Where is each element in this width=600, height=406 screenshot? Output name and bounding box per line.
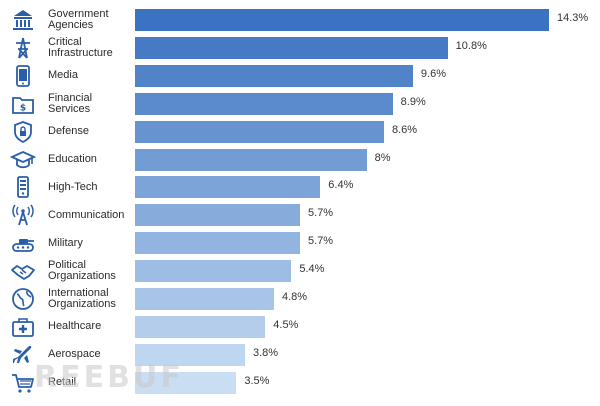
shopping-cart-icon: [10, 370, 36, 396]
chart-row: Critical Infrastructure 10.8%: [0, 34, 600, 62]
chart-row: International Organizations 4.8%: [0, 285, 600, 313]
bar: [135, 260, 292, 283]
money-folder-icon: $: [10, 91, 36, 117]
globe-icon: [10, 286, 36, 312]
bar: [135, 371, 237, 394]
category-label: Financial Services: [48, 91, 93, 115]
value-label: 4.5%: [273, 318, 299, 331]
bar: [135, 92, 393, 115]
value-label: 8.9%: [400, 95, 426, 108]
category-label: Government Agencies: [48, 8, 109, 31]
bar: [135, 9, 549, 31]
chart-row: $ Financial Services 8.9%: [0, 90, 600, 118]
graduation-cap-icon: [9, 147, 37, 173]
chart-row: Education 8%: [0, 146, 600, 174]
antenna-icon: [10, 202, 36, 228]
airplane-icon: [10, 342, 36, 368]
power-tower-icon: [10, 35, 36, 61]
value-label: 9.6%: [420, 67, 446, 80]
phone-media-icon: [10, 63, 36, 89]
government-building-icon: [10, 7, 36, 33]
category-label: Communication: [48, 208, 125, 221]
chart-row: Communication 5.7%: [0, 201, 600, 229]
medical-kit-icon: [10, 314, 36, 340]
value-label: 6.4%: [328, 179, 354, 192]
category-label: Military: [48, 236, 83, 249]
bar: [135, 120, 384, 143]
category-label: Aerospace: [48, 348, 101, 361]
category-label: High-Tech: [48, 180, 98, 193]
server-icon: [10, 174, 36, 200]
bar: [135, 315, 266, 338]
category-label: Education: [48, 153, 97, 165]
bar: [135, 232, 301, 255]
chart-row: Defense 8.6%: [0, 118, 600, 146]
bar: [135, 288, 274, 310]
value-label: 5.7%: [308, 235, 334, 248]
chart-row: High-Tech 6.4%: [0, 173, 600, 201]
bar: [135, 36, 448, 59]
category-label: International Organizations: [48, 287, 116, 310]
watermark-text: REEBUF: [34, 360, 184, 395]
svg-text:$: $: [20, 103, 26, 113]
value-label: 5.7%: [308, 207, 334, 220]
bar: [135, 148, 367, 171]
chart-row: Retail 3.5%: [0, 369, 600, 397]
handshake-icon: [10, 258, 36, 284]
category-label: Media: [48, 69, 78, 82]
category-label: Political Organizations: [48, 259, 116, 283]
value-label: 5.4%: [299, 263, 325, 276]
category-label: Defense: [48, 125, 89, 138]
chart-row: Aerospace 3.8%: [0, 341, 600, 369]
chart-row: Healthcare 4.5%: [0, 313, 600, 341]
chart-row: Military 5.7%: [0, 229, 600, 257]
bar: [135, 176, 321, 199]
bar: [135, 343, 245, 366]
category-label: Retail: [48, 376, 77, 389]
value-label: 14.3%: [557, 12, 589, 24]
chart-row: Political Organizations 5.4%: [0, 257, 600, 285]
value-label: 3.5%: [244, 374, 270, 387]
tank-icon: [10, 230, 36, 256]
bar: [135, 204, 301, 227]
value-label: 3.8%: [253, 346, 279, 359]
category-label: Critical Infrastructure: [48, 35, 113, 59]
value-label: 8%: [374, 151, 391, 164]
category-label: Healthcare: [48, 320, 102, 333]
shield-icon: [10, 119, 36, 145]
value-label: 8.6%: [391, 123, 418, 136]
value-label: 10.8%: [455, 39, 487, 52]
value-label: 4.8%: [281, 291, 308, 303]
bar: [135, 64, 413, 87]
chart-row: Government Agencies 14.3%: [0, 6, 600, 34]
chart-row: Media 9.6%: [0, 62, 600, 90]
